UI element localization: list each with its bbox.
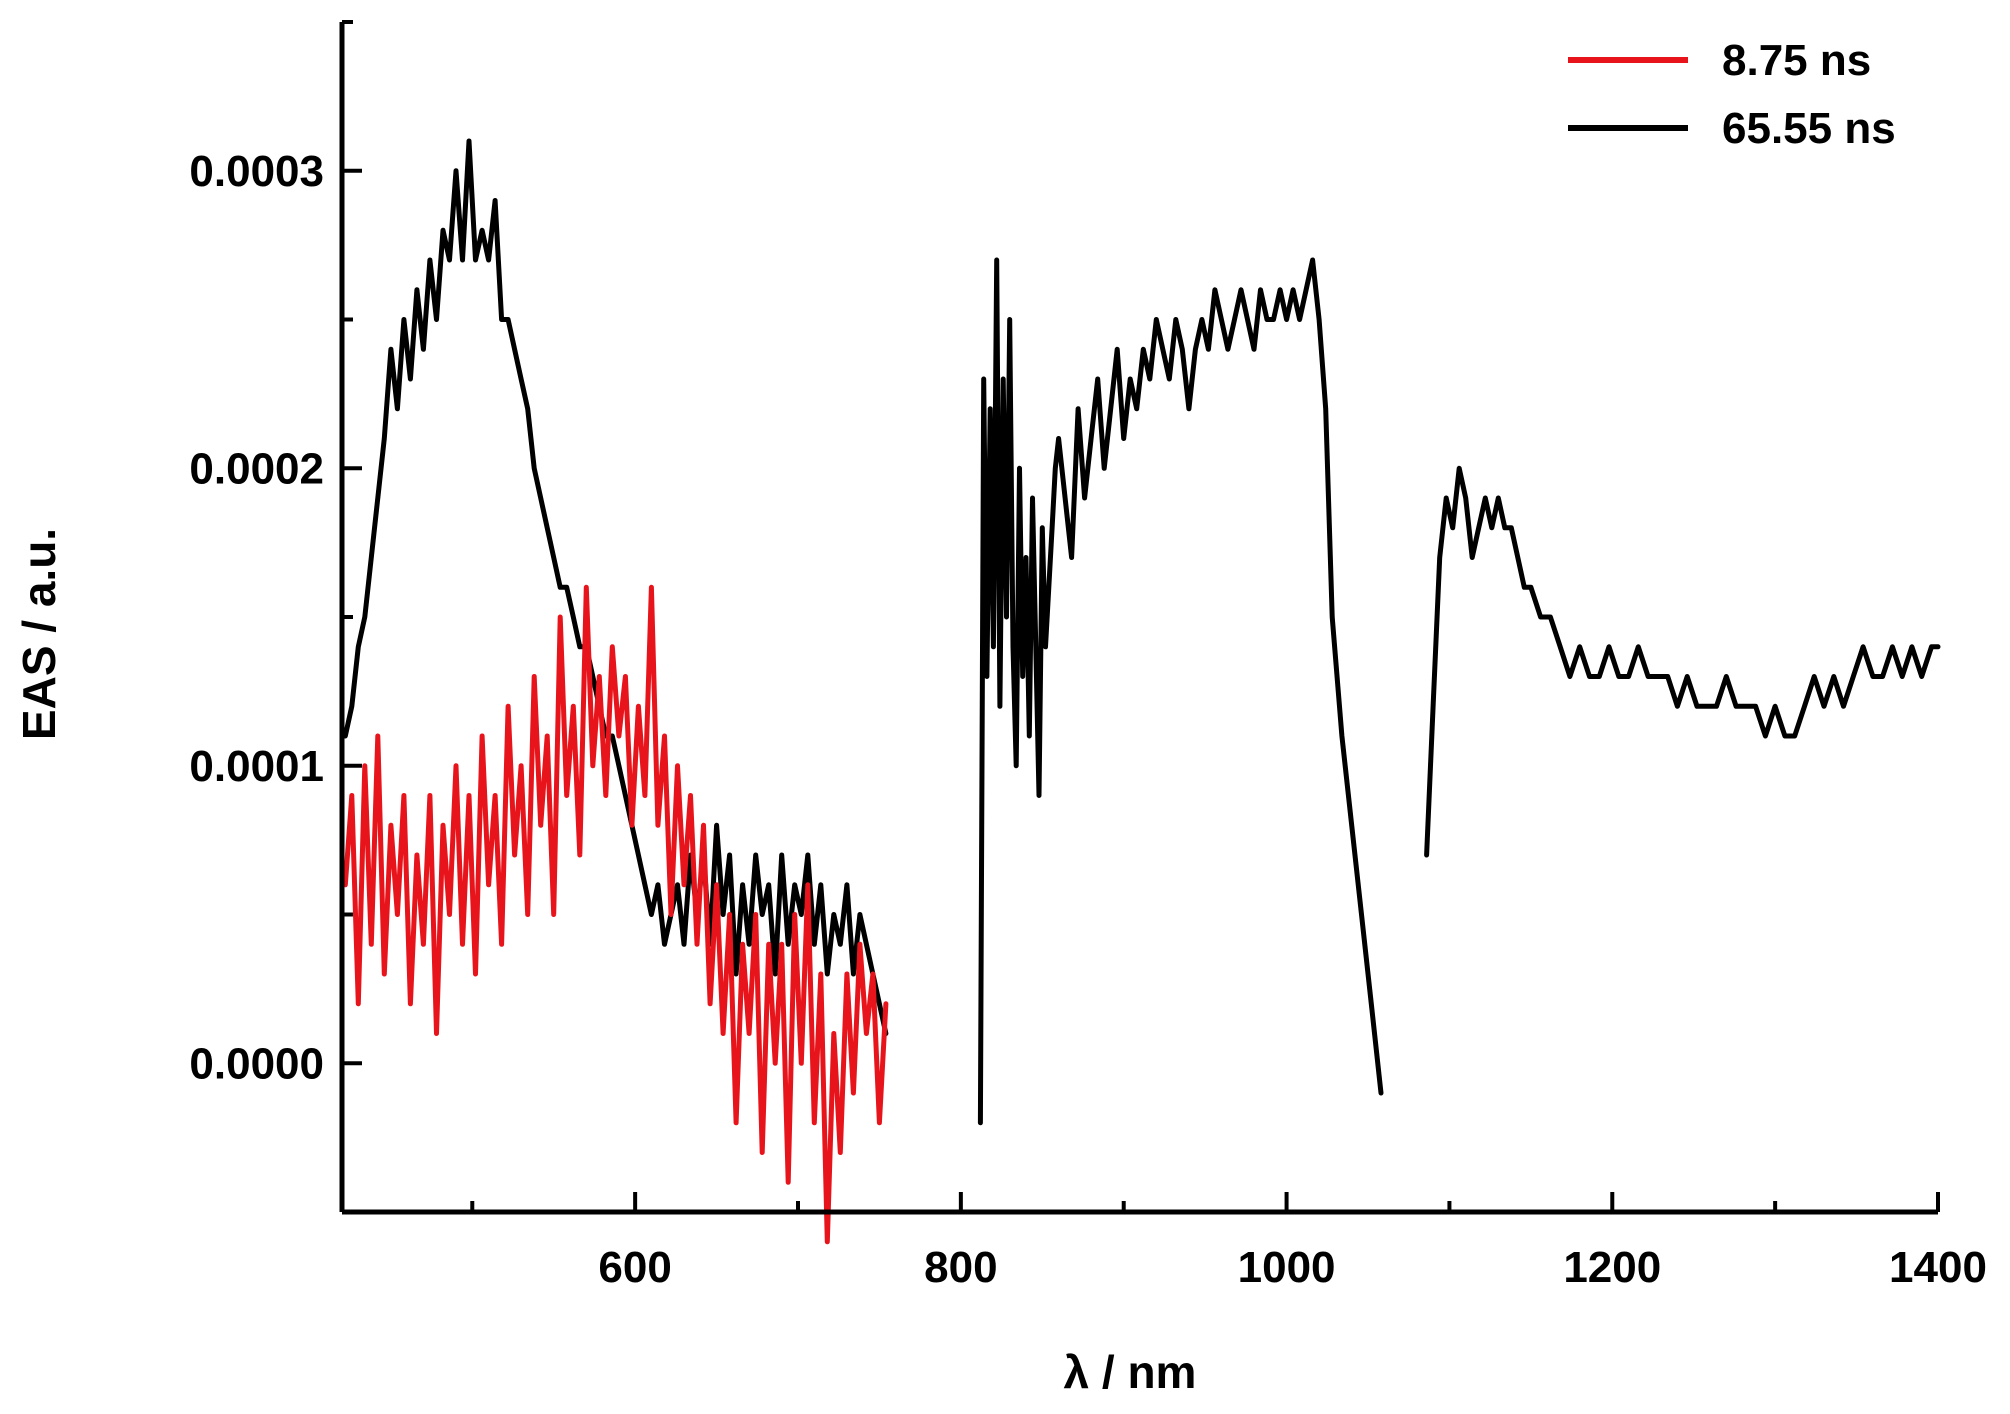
x-tick-label-800: 800 xyxy=(924,1243,997,1292)
series-line-65-55-ns-segment-3 xyxy=(1424,465,1941,858)
x-axis-title: λ / nm xyxy=(1064,1346,1197,1398)
y-tick-label-2: 0.0002 xyxy=(189,444,324,493)
y-tick-label-1: 0.0001 xyxy=(189,742,324,791)
legend-label-65-55-ns: 65.55 ns xyxy=(1722,104,1896,153)
tick-labels: 600 800 1000 1200 1400 0.0000 0.0001 0.0002 0.00… xyxy=(189,147,1987,1292)
y-axis-title: EAS / a.u. xyxy=(13,528,65,740)
y-tick-label-3: 0.0003 xyxy=(189,147,324,196)
x-tick-label-1400: 1400 xyxy=(1889,1243,1987,1292)
y-tick-label-0: 0.0000 xyxy=(189,1039,324,1088)
series-line-65-55-ns-segment-1 xyxy=(342,138,889,1036)
plot-area xyxy=(342,138,1941,1245)
legend: 8.75 ns 65.55 ns xyxy=(1568,36,1896,153)
x-tick-label-1200: 1200 xyxy=(1563,1243,1661,1292)
legend-label-8-75-ns: 8.75 ns xyxy=(1722,36,1871,85)
axes xyxy=(339,22,1938,1215)
tick-marks xyxy=(342,20,1940,1214)
x-tick-label-600: 600 xyxy=(598,1243,671,1292)
x-tick-label-1000: 1000 xyxy=(1238,1243,1336,1292)
series-line-65-55-ns-segment-2 xyxy=(977,257,1384,1126)
series-line-8-75-ns-segment-1 xyxy=(342,584,889,1245)
